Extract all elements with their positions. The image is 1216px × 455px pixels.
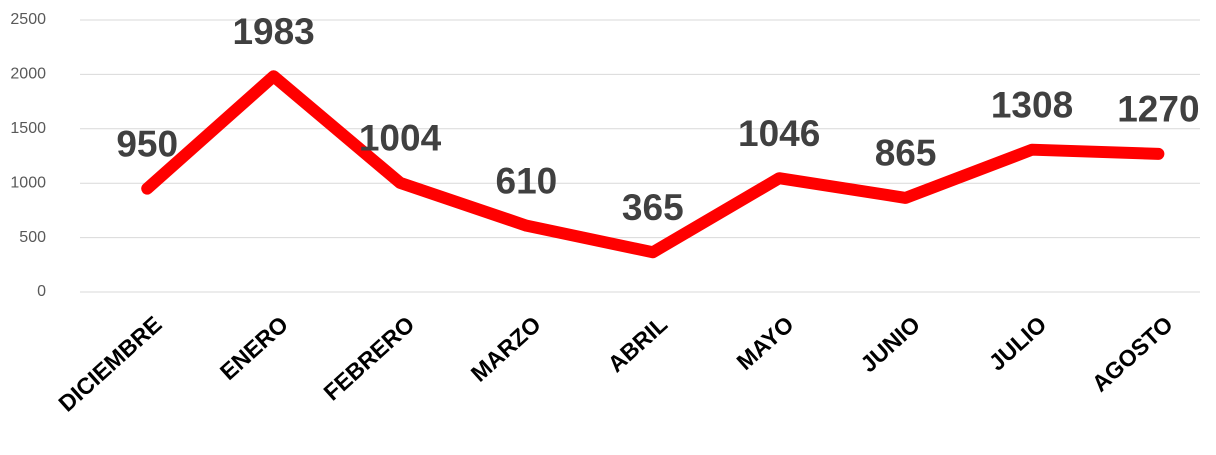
data-label: 950 bbox=[116, 123, 178, 164]
x-tick-label: ABRIL bbox=[603, 311, 673, 377]
y-tick-label: 1500 bbox=[10, 120, 46, 137]
x-tick-label: MARZO bbox=[466, 311, 546, 387]
y-tick-label: 2000 bbox=[10, 66, 46, 83]
y-tick-label: 500 bbox=[19, 229, 46, 246]
y-tick-label: 0 bbox=[37, 283, 46, 300]
data-label: 1983 bbox=[232, 11, 314, 52]
x-tick-label: MAYO bbox=[732, 311, 799, 375]
x-tick-label: JULIO bbox=[984, 311, 1052, 376]
data-label: 1004 bbox=[359, 118, 442, 159]
data-label: 365 bbox=[622, 187, 684, 228]
x-tick-label: ENERO bbox=[215, 311, 293, 385]
data-label: 1270 bbox=[1117, 89, 1199, 130]
y-tick-label: 2500 bbox=[10, 11, 46, 28]
x-tick-label: FEBRERO bbox=[318, 311, 419, 406]
data-label: 865 bbox=[875, 133, 937, 174]
data-label: 610 bbox=[496, 160, 558, 201]
x-tick-label: AGOSTO bbox=[1087, 311, 1178, 397]
data-label: 1308 bbox=[991, 84, 1073, 125]
x-tick-label: DICIEMBRE bbox=[53, 311, 166, 417]
x-tick-label: JUNIO bbox=[855, 311, 925, 377]
data-label: 1046 bbox=[738, 113, 820, 154]
y-tick-label: 1000 bbox=[10, 174, 46, 191]
data-line bbox=[141, 70, 1165, 259]
